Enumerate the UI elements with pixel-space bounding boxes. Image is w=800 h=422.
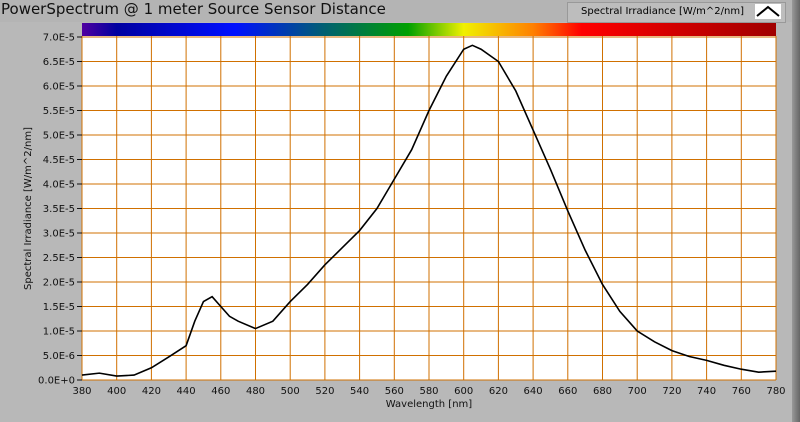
y-axis-label: Spectral Irradiance [W/m^2/nm] xyxy=(23,127,34,290)
x-tick-label: 540 xyxy=(350,386,369,397)
x-tick-label: 460 xyxy=(211,386,230,397)
spectrum-line xyxy=(81,44,777,377)
x-tick-label: 600 xyxy=(454,386,473,397)
x-tick-label: 620 xyxy=(489,386,508,397)
scrollbar[interactable] xyxy=(792,0,800,422)
y-tick-label: 5.0E-5 xyxy=(43,131,75,142)
x-tick-label: 780 xyxy=(766,386,785,397)
spectrum-color-bar xyxy=(82,23,776,36)
chart-title: PowerSpectrum @ 1 meter Source Sensor Di… xyxy=(1,0,386,18)
x-tick-label: 440 xyxy=(177,386,196,397)
x-axis-label: Wavelength [nm] xyxy=(386,399,472,410)
y-tick-label: 5.0E-6 xyxy=(43,351,75,362)
x-tick-label: 520 xyxy=(315,386,334,397)
x-tick-label: 760 xyxy=(732,386,751,397)
x-tick-label: 740 xyxy=(697,386,716,397)
y-tick-label: 3.5E-5 xyxy=(43,204,75,215)
y-tick-label: 2.5E-5 xyxy=(43,253,75,264)
x-tick-label: 480 xyxy=(246,386,265,397)
line-style-icon[interactable] xyxy=(755,4,781,19)
y-tick-label: 1.5E-5 xyxy=(43,302,75,313)
x-tick-label: 500 xyxy=(281,386,300,397)
x-tick-label: 560 xyxy=(385,386,404,397)
y-tick-label: 3.0E-5 xyxy=(43,229,75,240)
x-tick-label: 660 xyxy=(558,386,577,397)
legend[interactable]: Spectral Irradiance [W/m^2/nm] xyxy=(567,2,786,23)
legend-label: Spectral Irradiance [W/m^2/nm] xyxy=(581,6,744,17)
y-tick-label: 7.0E-5 xyxy=(43,33,75,44)
x-tick-label: 680 xyxy=(593,386,612,397)
x-tick-label: 720 xyxy=(662,386,681,397)
y-tick-label: 6.0E-5 xyxy=(43,82,75,93)
x-tick-label: 420 xyxy=(142,386,161,397)
y-tick-label: 6.5E-5 xyxy=(43,57,75,68)
y-tick-label: 0.0E+0 xyxy=(38,376,75,387)
x-tick-label: 400 xyxy=(107,386,126,397)
y-tick-label: 4.5E-5 xyxy=(43,155,75,166)
y-tick-label: 5.5E-5 xyxy=(43,106,75,117)
x-tick-label: 700 xyxy=(628,386,647,397)
x-tick-label: 580 xyxy=(419,386,438,397)
y-tick-label: 2.0E-5 xyxy=(43,278,75,289)
x-tick-label: 380 xyxy=(72,386,91,397)
y-tick-label: 4.0E-5 xyxy=(43,180,75,191)
x-tick-label: 640 xyxy=(524,386,543,397)
y-tick-label: 1.0E-5 xyxy=(43,327,75,338)
